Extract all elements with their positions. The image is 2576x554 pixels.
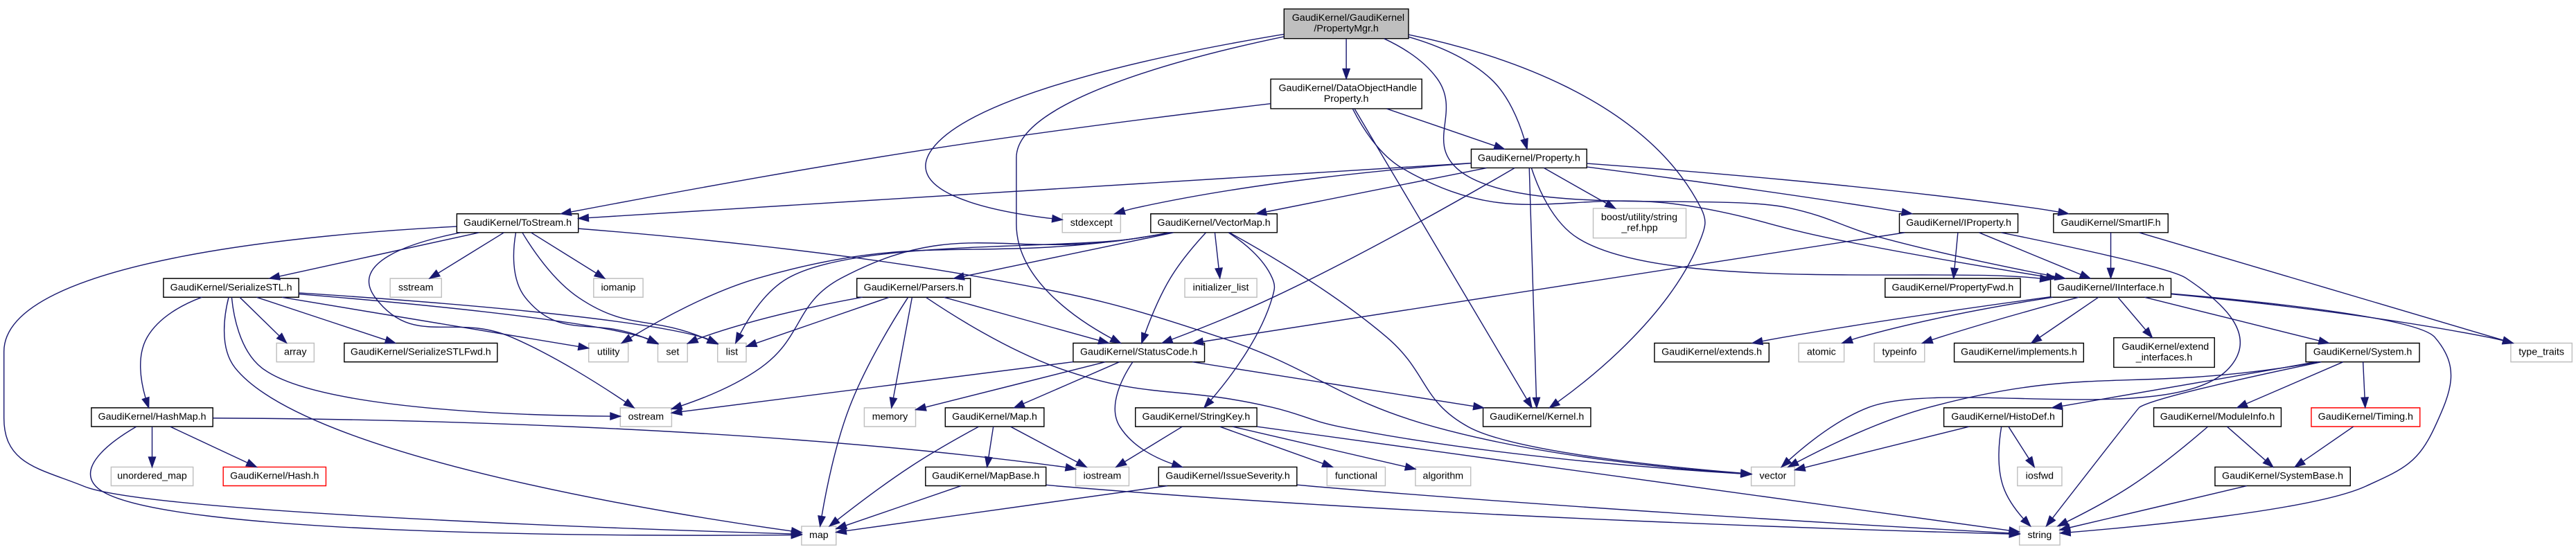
svg-text:utility: utility (597, 347, 620, 358)
svg-text:boost/utility/string: boost/utility/string (1601, 212, 1677, 223)
svg-text:GaudiKernel/MapBase.h: GaudiKernel/MapBase.h (932, 471, 1039, 482)
svg-text:GaudiKernel/implements.h: GaudiKernel/implements.h (1961, 347, 2077, 358)
svg-text:list: list (726, 347, 738, 358)
svg-text:functional: functional (1335, 471, 1377, 482)
svg-text:iomanip: iomanip (601, 282, 635, 293)
svg-text:GaudiKernel/extends.h: GaudiKernel/extends.h (1661, 347, 1762, 358)
svg-text:GaudiKernel/Map.h: GaudiKernel/Map.h (952, 411, 1037, 422)
svg-text:array: array (284, 347, 307, 358)
svg-text:GaudiKernel/PropertyFwd.h: GaudiKernel/PropertyFwd.h (1892, 282, 2014, 293)
svg-text:Property.h: Property.h (1324, 93, 1369, 105)
svg-text:GaudiKernel/ToStream.h: GaudiKernel/ToStream.h (464, 217, 572, 229)
svg-text:GaudiKernel/SystemBase.h: GaudiKernel/SystemBase.h (2222, 471, 2343, 482)
svg-text:GaudiKernel/IssueSeverity.h: GaudiKernel/IssueSeverity.h (1165, 471, 1290, 482)
svg-text:GaudiKernel/DataObjectHandle: GaudiKernel/DataObjectHandle (1278, 82, 1417, 93)
svg-text:/PropertyMgr.h: /PropertyMgr.h (1314, 24, 1378, 35)
svg-text:GaudiKernel/Kernel.h: GaudiKernel/Kernel.h (1490, 411, 1584, 422)
svg-text:GaudiKernel/StringKey.h: GaudiKernel/StringKey.h (1143, 411, 1251, 422)
svg-text:type_traits: type_traits (2518, 347, 2564, 358)
svg-text:set: set (666, 347, 679, 358)
svg-text:GaudiKernel/extend: GaudiKernel/extend (2121, 341, 2209, 352)
svg-text:atomic: atomic (1807, 347, 1836, 358)
svg-text:GaudiKernel/HistoDef.h: GaudiKernel/HistoDef.h (1951, 411, 2055, 422)
svg-text:iostream: iostream (1084, 471, 1122, 482)
svg-text:vector: vector (1760, 471, 1787, 482)
svg-text:GaudiKernel/Timing.h: GaudiKernel/Timing.h (2318, 411, 2413, 422)
svg-text:stdexcept: stdexcept (1070, 217, 1113, 229)
svg-text:GaudiKernel/GaudiKernel: GaudiKernel/GaudiKernel (1292, 12, 1404, 24)
svg-text:GaudiKernel/ModuleInfo.h: GaudiKernel/ModuleInfo.h (2160, 411, 2275, 422)
svg-text:GaudiKernel/SerializeSTL.h: GaudiKernel/SerializeSTL.h (170, 282, 292, 293)
svg-text:GaudiKernel/HashMap.h: GaudiKernel/HashMap.h (98, 411, 206, 422)
svg-text:_ref.hpp: _ref.hpp (1621, 223, 1657, 234)
svg-text:GaudiKernel/IInterface.h: GaudiKernel/IInterface.h (2057, 282, 2164, 293)
svg-text:GaudiKernel/Property.h: GaudiKernel/Property.h (1478, 152, 1580, 163)
svg-text:GaudiKernel/StatusCode.h: GaudiKernel/StatusCode.h (1080, 347, 1198, 358)
svg-text:GaudiKernel/System.h: GaudiKernel/System.h (2313, 347, 2412, 358)
svg-text:GaudiKernel/SmartIF.h: GaudiKernel/SmartIF.h (2061, 217, 2160, 229)
svg-text:sstream: sstream (398, 282, 434, 293)
svg-text:unordered_map: unordered_map (117, 471, 187, 482)
svg-text:memory: memory (872, 411, 908, 422)
svg-text:GaudiKernel/SerializeSTLFwd.h: GaudiKernel/SerializeSTLFwd.h (351, 347, 491, 358)
svg-text:algorithm: algorithm (1423, 471, 1464, 482)
svg-text:GaudiKernel/Hash.h: GaudiKernel/Hash.h (230, 471, 319, 482)
svg-text:map: map (809, 530, 829, 541)
svg-text:ostream: ostream (628, 411, 664, 422)
svg-text:GaudiKernel/IProperty.h: GaudiKernel/IProperty.h (1906, 217, 2011, 229)
svg-text:GaudiKernel/VectorMap.h: GaudiKernel/VectorMap.h (1157, 217, 1270, 229)
svg-text:typeinfo: typeinfo (1882, 347, 1916, 358)
svg-text:GaudiKernel/Parsers.h: GaudiKernel/Parsers.h (864, 282, 964, 293)
svg-text:string: string (2027, 530, 2052, 541)
svg-text:initializer_list: initializer_list (1193, 282, 1249, 293)
svg-text:_interfaces.h: _interfaces.h (2135, 352, 2193, 363)
svg-text:iosfwd: iosfwd (2026, 471, 2054, 482)
